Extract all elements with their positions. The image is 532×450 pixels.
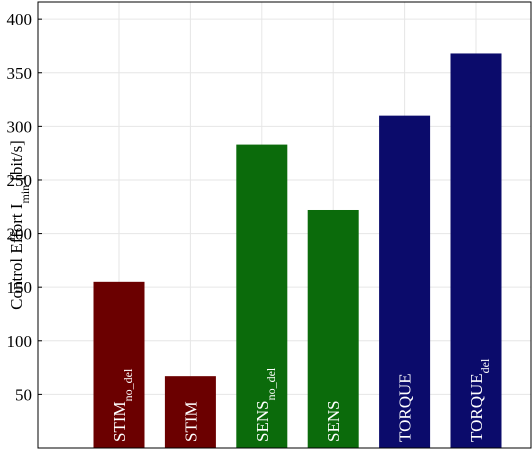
y-tick-label: 300 [7,117,33,136]
bar [236,144,288,448]
y-tick-label: 100 [7,332,33,351]
bar-label-text: STIM [110,401,129,442]
bar [164,376,216,448]
bar-label-text: TORQUE [467,373,486,442]
bar [307,209,359,448]
y-axis-label: Control Effort Imin [bit/s] [7,140,32,310]
bar-label-subscript: no_del [264,367,278,400]
bar-label-subscript: del [478,358,492,373]
y-label-text: Control Effort I [7,203,26,310]
bar-label: TORQUEdel [467,358,492,442]
bar [93,281,145,448]
y-tick-label: 350 [7,64,33,83]
bar [379,115,431,449]
plot-frame [37,1,532,449]
y-tick-label: 400 [7,10,33,29]
bar-label-text: SENS [324,400,343,442]
y-tick-label: 150 [7,278,33,297]
bar-label: STIMno_del [110,368,135,442]
y-label-unit: [bit/s] [7,140,26,181]
y-label-subscript: min [18,185,32,204]
bar [450,53,502,448]
y-tick-label: 50 [15,385,32,404]
bar-label: SENS [324,400,343,442]
bar-label-text: TORQUE [396,373,415,442]
y-tick-label: 200 [7,225,33,244]
bar-label: TORQUE [396,373,415,442]
bar-label: STIM [181,401,200,442]
bar-label-subscript: no_del [121,368,135,401]
bar-label: SENSno_del [253,367,278,442]
y-tick-label: 250 [7,171,33,190]
bar-label-text: SENS [253,400,272,442]
bar-label-text: STIM [181,401,200,442]
